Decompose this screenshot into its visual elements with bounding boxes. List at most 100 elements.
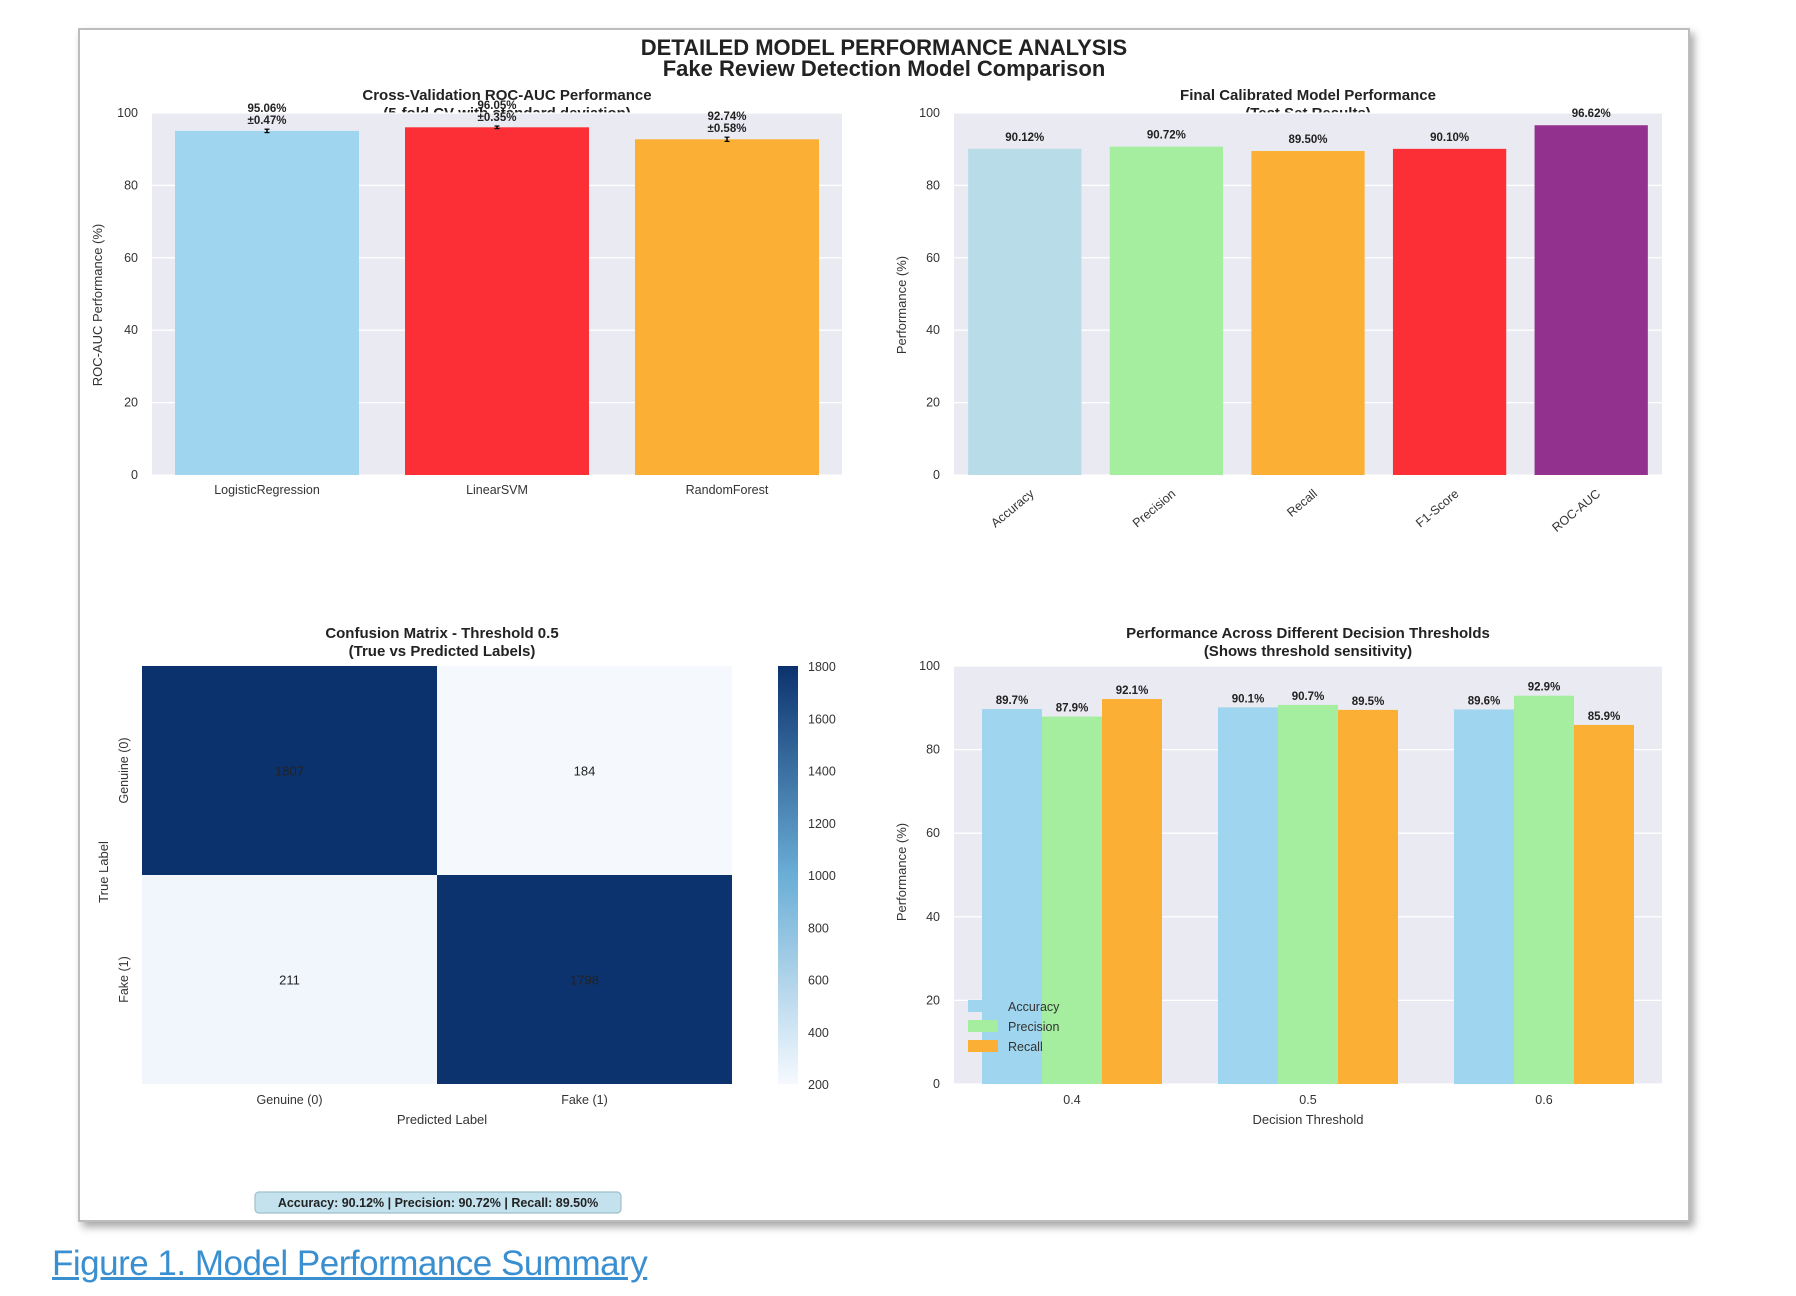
threshold-bar	[1278, 704, 1338, 1084]
cv-ytick: 20	[124, 396, 138, 410]
final-chart-ylabel: Performance (%)	[894, 256, 909, 354]
cv-ytick: 80	[124, 178, 138, 192]
threshold-value-label: 85.9%	[1588, 711, 1621, 723]
legend-label: Recall	[1008, 1040, 1043, 1054]
cv-bar	[405, 127, 589, 475]
final-performance-chart: Final Calibrated Model Performance (Test…	[894, 87, 1662, 535]
cm-colorbar-tick: 800	[808, 921, 829, 935]
cm-cell-label: 211	[279, 973, 300, 988]
cm-colorbar-tick: 1000	[808, 869, 836, 883]
final-xtick: Accuracy	[988, 486, 1037, 530]
summary-box: Accuracy: 90.12% | Precision: 90.72% | R…	[254, 1191, 622, 1214]
cm-row-label: Genuine (0)	[117, 737, 131, 803]
figure-subtitle: Fake Review Detection Model Comparison	[663, 56, 1106, 81]
final-bar	[1392, 148, 1507, 475]
threshold-chart: Performance Across Different Decision Th…	[894, 625, 1662, 1127]
cm-cell-label: 1798	[570, 973, 599, 988]
cv-error-label: ±0.47%	[248, 115, 287, 127]
threshold-bar	[1218, 707, 1278, 1084]
threshold-xtick: 0.5	[1299, 1093, 1316, 1107]
legend-swatch	[968, 1000, 998, 1012]
final-xtick: Recall	[1284, 487, 1320, 520]
threshold-ytick: 20	[926, 993, 940, 1007]
threshold-value-label: 89.6%	[1468, 695, 1501, 707]
threshold-ytick: 100	[919, 659, 940, 673]
final-xtick: Precision	[1130, 487, 1178, 531]
threshold-xtick: 0.4	[1063, 1093, 1080, 1107]
cm-colorbar-tick: 1200	[808, 817, 836, 831]
cm-colorbar	[778, 666, 798, 1084]
final-ytick: 0	[933, 468, 940, 482]
cm-colorbar-tick: 1800	[808, 660, 836, 674]
threshold-bar	[1102, 699, 1162, 1084]
threshold-ytick: 0	[933, 1077, 940, 1091]
threshold-bar	[1574, 724, 1634, 1084]
legend-swatch	[968, 1020, 998, 1032]
threshold-chart-title: Performance Across Different Decision Th…	[1126, 625, 1490, 642]
threshold-bar	[1042, 716, 1102, 1084]
cm-ylabel: True Label	[96, 841, 111, 903]
cv-ytick: 100	[117, 106, 138, 120]
threshold-value-label: 89.7%	[996, 695, 1029, 707]
cv-ytick: 0	[131, 468, 138, 482]
cm-cell	[142, 666, 437, 875]
cv-xtick: RandomForest	[686, 483, 769, 497]
cv-chart-ylabel: ROC-AUC Performance (%)	[90, 224, 105, 387]
threshold-value-label: 92.9%	[1528, 682, 1561, 694]
threshold-ytick: 80	[926, 743, 940, 757]
final-value-label: 90.72%	[1147, 130, 1186, 142]
figure-title: DETAILED MODEL PERFORMANCE ANALYSIS	[641, 35, 1127, 60]
final-ytick: 20	[926, 396, 940, 410]
confusion-matrix-chart: Confusion Matrix - Threshold 0.5 (True v…	[96, 625, 836, 1127]
threshold-value-label: 90.7%	[1292, 691, 1325, 703]
final-value-label: 90.12%	[1005, 132, 1044, 144]
final-bar	[1534, 125, 1648, 476]
cm-title: Confusion Matrix - Threshold 0.5	[325, 625, 558, 642]
cm-cell	[437, 875, 732, 1084]
threshold-ytick: 40	[926, 910, 940, 924]
cm-cell-label: 1807	[275, 764, 304, 779]
cm-colorbar-tick: 400	[808, 1026, 829, 1040]
figure-svg: DETAILED MODEL PERFORMANCE ANALYSIS Fake…	[90, 35, 1662, 1214]
cm-subtitle: (True vs Predicted Labels)	[349, 643, 536, 660]
cv-ytick: 40	[124, 323, 138, 337]
final-ytick: 80	[926, 178, 940, 192]
threshold-bar	[1514, 695, 1574, 1084]
cv-bar	[635, 139, 819, 475]
final-xtick: F1-Score	[1413, 487, 1461, 531]
final-bar	[1251, 151, 1365, 475]
cv-xtick: LinearSVM	[466, 483, 528, 497]
threshold-value-label: 90.1%	[1232, 693, 1265, 705]
cm-colorbar-tick: 600	[808, 974, 829, 988]
legend-label: Accuracy	[1008, 1000, 1060, 1014]
cv-error-label: ±0.58%	[708, 123, 747, 135]
final-ytick: 100	[919, 106, 940, 120]
threshold-ytick: 60	[926, 826, 940, 840]
cm-colorbar-tick: 1400	[808, 765, 836, 779]
cv-chart-title: Cross-Validation ROC-AUC Performance	[362, 87, 651, 104]
cm-colorbar-tick: 200	[808, 1078, 829, 1092]
final-value-label: 89.50%	[1288, 134, 1327, 146]
cm-cell	[142, 875, 437, 1084]
cm-row-label: Fake (1)	[117, 956, 131, 1003]
threshold-value-label: 87.9%	[1056, 703, 1089, 715]
cv-value-label: 92.74%	[707, 111, 746, 123]
cv-value-label: 95.06%	[247, 103, 286, 115]
cm-colorbar-tick: 1600	[808, 712, 836, 726]
cv-ytick: 60	[124, 251, 138, 265]
threshold-bar	[1454, 709, 1514, 1084]
cv-value-label: 96.05%	[477, 100, 516, 112]
legend-label: Precision	[1008, 1020, 1059, 1034]
final-xtick: ROC-AUC	[1549, 487, 1603, 535]
final-bar	[1109, 146, 1224, 475]
cm-cell	[437, 666, 732, 875]
final-chart-title: Final Calibrated Model Performance	[1180, 87, 1436, 104]
final-value-label: 96.62%	[1572, 108, 1611, 120]
threshold-chart-ylabel: Performance (%)	[894, 823, 909, 921]
final-ytick: 40	[926, 323, 940, 337]
cv-xtick: LogisticRegression	[214, 483, 320, 497]
cv-bar	[175, 130, 359, 475]
legend-swatch	[968, 1040, 998, 1052]
cm-col-label: Fake (1)	[561, 1093, 608, 1107]
threshold-value-label: 92.1%	[1116, 685, 1149, 697]
